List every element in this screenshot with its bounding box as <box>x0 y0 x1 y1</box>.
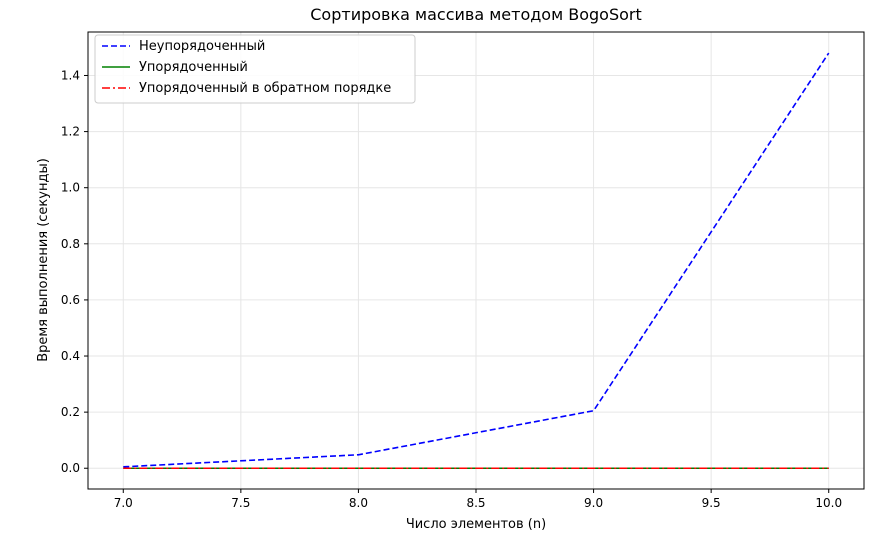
y-tick-label: 0.6 <box>61 293 80 307</box>
legend-box <box>94 34 416 104</box>
y-tick-label: 0.0 <box>61 461 80 475</box>
grid <box>88 32 864 489</box>
x-tick-label: 8.0 <box>349 496 368 510</box>
series-lines <box>123 52 830 470</box>
axis-ticks: 7.0 7.5 8.0 8.5 9.0 9.5 10.0 0.0 0.2 0.4 0.6 0.8 1.0… <box>61 68 842 510</box>
x-tick-label: 8.5 <box>466 496 485 510</box>
y-tick-label: 1.2 <box>61 125 80 139</box>
x-tick-label: 7.0 <box>114 496 133 510</box>
y-tick-label: 0.4 <box>61 349 80 363</box>
legend-label-2: Упорядоченный в обратном порядке <box>139 81 391 96</box>
y-tick-label: 0.2 <box>61 405 80 419</box>
series-line-0 <box>123 52 830 468</box>
y-tick-label: 1.4 <box>61 68 80 82</box>
y-tick-label: 0.8 <box>61 237 80 251</box>
chart-title: Сортировка массива методом BogoSort <box>310 5 642 24</box>
x-tick-label: 10.0 <box>815 496 842 510</box>
legend: Неупорядоченный Упорядоченный Упорядоченны… <box>94 34 416 104</box>
x-axis-label: Число элементов (n) <box>406 517 546 532</box>
x-tick-label: 9.0 <box>584 496 603 510</box>
legend-label-1: Упорядоченный <box>139 60 248 75</box>
legend-label-0: Неупорядоченный <box>139 39 265 54</box>
y-axis-label: Время выполнения (секунды) <box>36 158 51 362</box>
x-tick-label: 7.5 <box>231 496 250 510</box>
x-tick-label: 9.5 <box>702 496 721 510</box>
y-tick-label: 1.0 <box>61 181 80 195</box>
